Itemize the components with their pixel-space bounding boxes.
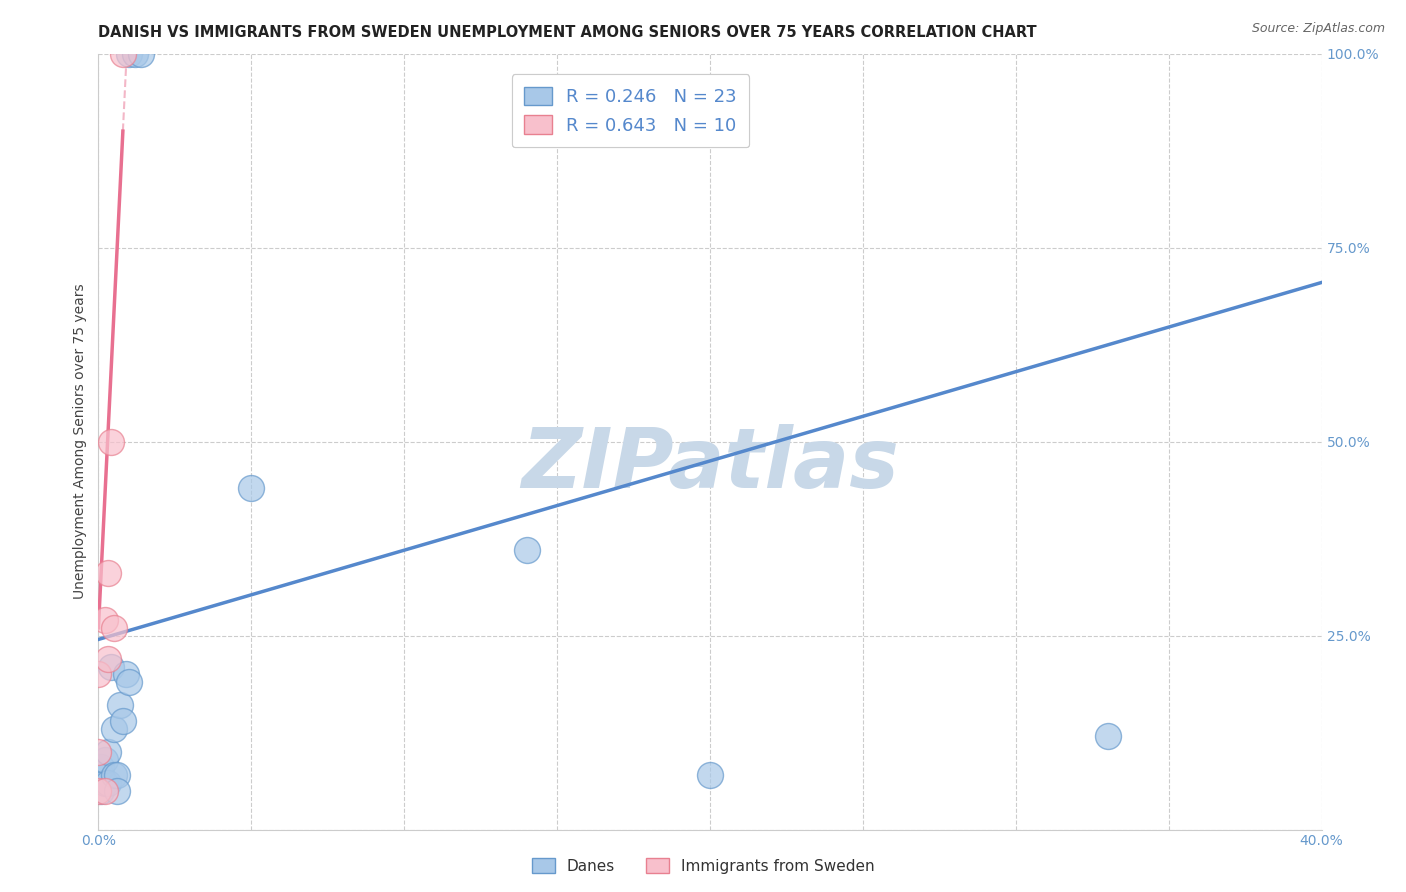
Point bbox=[111, 714, 134, 728]
Point bbox=[129, 46, 152, 61]
Point bbox=[108, 698, 131, 713]
Point bbox=[105, 783, 128, 797]
Point bbox=[111, 46, 134, 61]
Point bbox=[87, 667, 110, 681]
Point bbox=[118, 675, 141, 690]
Point bbox=[87, 745, 110, 759]
Point bbox=[1097, 730, 1119, 744]
Point bbox=[93, 783, 115, 797]
Point bbox=[240, 481, 263, 495]
Point bbox=[118, 46, 141, 61]
Point bbox=[103, 768, 125, 782]
Text: Source: ZipAtlas.com: Source: ZipAtlas.com bbox=[1251, 22, 1385, 36]
Point bbox=[90, 783, 112, 797]
Point bbox=[90, 768, 112, 782]
Point bbox=[103, 722, 125, 736]
Point bbox=[97, 566, 120, 581]
Point bbox=[124, 46, 146, 61]
Point bbox=[97, 745, 120, 759]
Point bbox=[90, 760, 112, 774]
Point bbox=[699, 768, 721, 782]
Point bbox=[100, 434, 122, 449]
Legend: Danes, Immigrants from Sweden: Danes, Immigrants from Sweden bbox=[526, 852, 880, 880]
Point bbox=[93, 753, 115, 767]
Y-axis label: Unemployment Among Seniors over 75 years: Unemployment Among Seniors over 75 years bbox=[73, 284, 87, 599]
Point bbox=[87, 783, 110, 797]
Point bbox=[105, 768, 128, 782]
Text: ZIPatlas: ZIPatlas bbox=[522, 425, 898, 506]
Point bbox=[97, 776, 120, 790]
Text: DANISH VS IMMIGRANTS FROM SWEDEN UNEMPLOYMENT AMONG SENIORS OVER 75 YEARS CORREL: DANISH VS IMMIGRANTS FROM SWEDEN UNEMPLO… bbox=[98, 25, 1038, 40]
Point bbox=[516, 543, 538, 558]
Point bbox=[103, 621, 125, 635]
Point bbox=[97, 652, 120, 666]
Legend: R = 0.246   N = 23, R = 0.643   N = 10: R = 0.246 N = 23, R = 0.643 N = 10 bbox=[512, 74, 749, 147]
Point bbox=[93, 613, 115, 627]
Point bbox=[115, 667, 138, 681]
Point bbox=[93, 776, 115, 790]
Point bbox=[100, 659, 122, 673]
